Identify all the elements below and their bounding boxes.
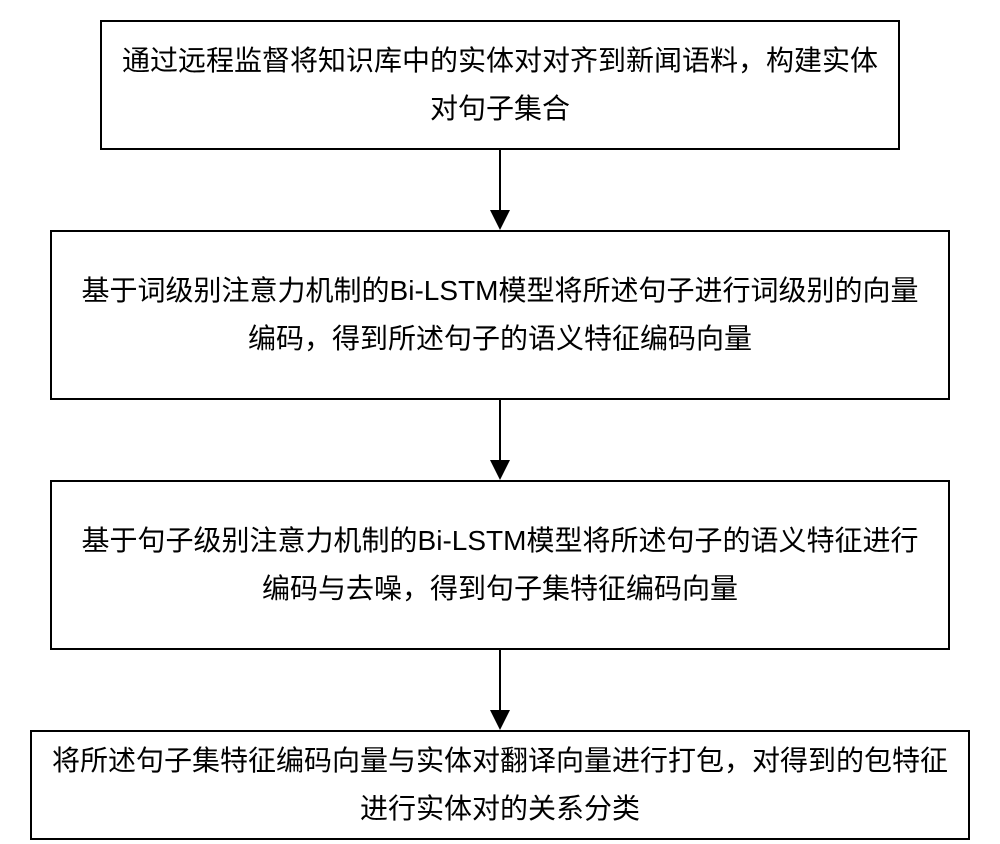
arrow-head-icon [490, 210, 510, 230]
step-4-text: 将所述句子集特征编码向量与实体对翻译向量进行打包，对得到的包特征进行实体对的关系… [52, 737, 948, 832]
arrow-line [499, 650, 501, 710]
flowchart-arrow-2 [480, 400, 520, 480]
step-1-text: 通过远程监督将知识库中的实体对对齐到新闻语料，构建实体对句子集合 [122, 37, 878, 132]
step-2-text: 基于词级别注意力机制的Bi-LSTM模型将所述句子进行词级别的向量编码，得到所述… [72, 267, 928, 362]
flowchart-step-3: 基于句子级别注意力机制的Bi-LSTM模型将所述句子的语义特征进行编码与去噪，得… [50, 480, 950, 650]
arrow-line [499, 400, 501, 460]
arrow-head-icon [490, 710, 510, 730]
flowchart-arrow-3 [480, 650, 520, 730]
step-3-text: 基于句子级别注意力机制的Bi-LSTM模型将所述句子的语义特征进行编码与去噪，得… [72, 517, 928, 612]
flowchart-step-4: 将所述句子集特征编码向量与实体对翻译向量进行打包，对得到的包特征进行实体对的关系… [30, 730, 970, 840]
arrow-line [499, 150, 501, 210]
flowchart-step-2: 基于词级别注意力机制的Bi-LSTM模型将所述句子进行词级别的向量编码，得到所述… [50, 230, 950, 400]
flowchart-container: 通过远程监督将知识库中的实体对对齐到新闻语料，构建实体对句子集合 基于词级别注意… [0, 0, 1000, 844]
flowchart-step-1: 通过远程监督将知识库中的实体对对齐到新闻语料，构建实体对句子集合 [100, 20, 900, 150]
arrow-head-icon [490, 460, 510, 480]
flowchart-arrow-1 [480, 150, 520, 230]
